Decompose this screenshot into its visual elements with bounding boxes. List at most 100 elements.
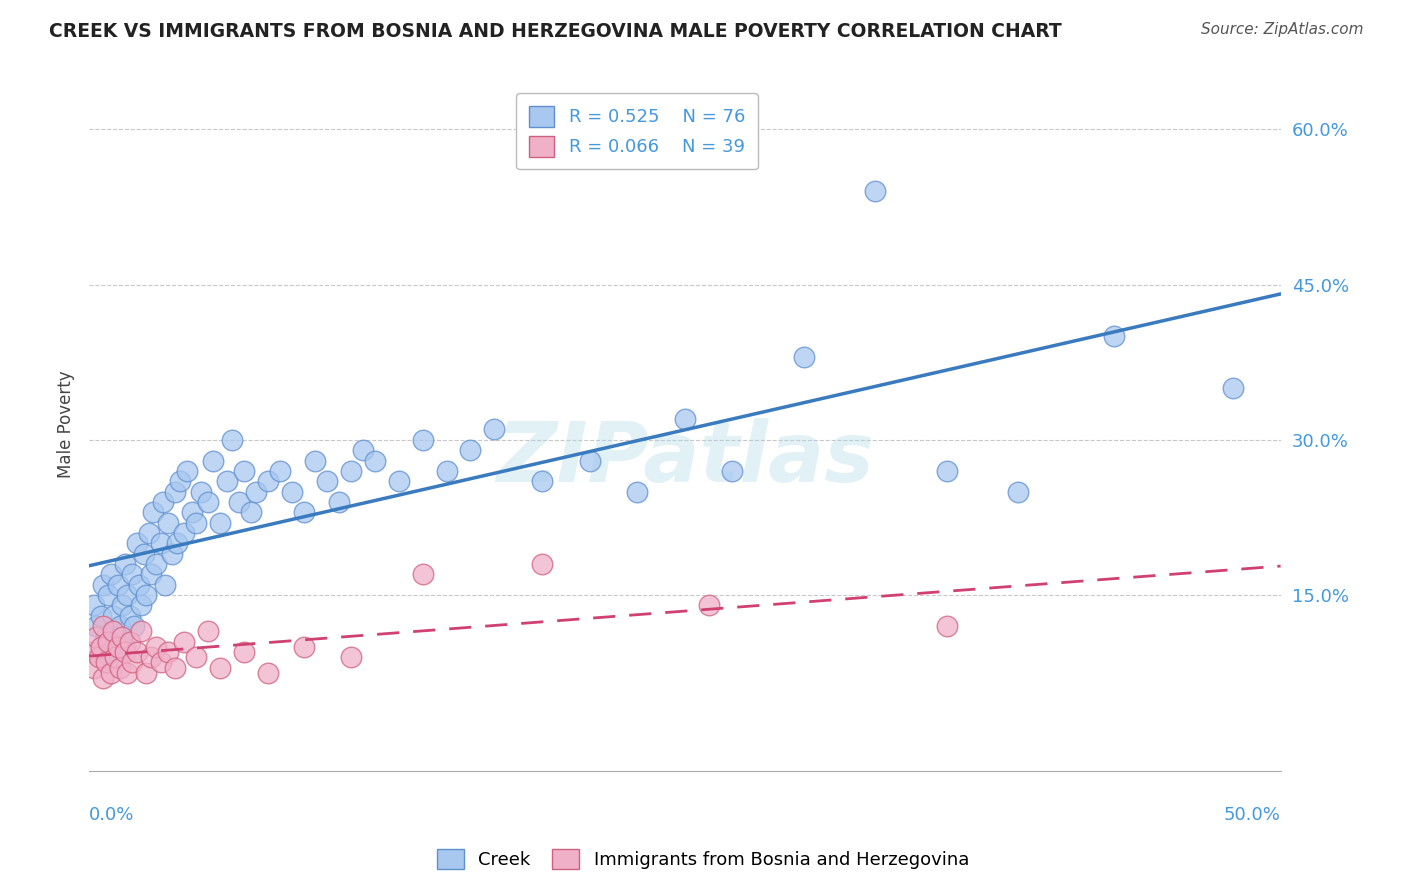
Point bbox=[1222, 381, 1244, 395]
Point bbox=[292, 505, 315, 519]
Point bbox=[156, 516, 179, 530]
Point bbox=[84, 619, 107, 633]
Point bbox=[135, 588, 157, 602]
Point bbox=[145, 557, 167, 571]
Point bbox=[1007, 484, 1029, 499]
Point bbox=[87, 650, 110, 665]
Point bbox=[135, 665, 157, 680]
Point bbox=[169, 475, 191, 489]
Point bbox=[107, 578, 129, 592]
Point bbox=[108, 619, 131, 633]
Point bbox=[173, 526, 195, 541]
Text: ZIPatlas: ZIPatlas bbox=[496, 418, 873, 500]
Point bbox=[240, 505, 263, 519]
Point bbox=[132, 547, 155, 561]
Text: Source: ZipAtlas.com: Source: ZipAtlas.com bbox=[1201, 22, 1364, 37]
Point bbox=[256, 475, 278, 489]
Point bbox=[111, 599, 134, 613]
Point bbox=[292, 640, 315, 654]
Point bbox=[163, 484, 186, 499]
Point bbox=[156, 645, 179, 659]
Point bbox=[697, 599, 720, 613]
Point bbox=[124, 619, 146, 633]
Point bbox=[228, 495, 250, 509]
Point bbox=[142, 505, 165, 519]
Point bbox=[149, 536, 172, 550]
Point bbox=[482, 422, 505, 436]
Point bbox=[793, 350, 815, 364]
Point bbox=[201, 453, 224, 467]
Point bbox=[186, 650, 208, 665]
Point bbox=[328, 495, 350, 509]
Point bbox=[118, 608, 141, 623]
Point bbox=[155, 578, 177, 592]
Point bbox=[131, 624, 153, 639]
Point bbox=[104, 650, 127, 665]
Point bbox=[388, 475, 411, 489]
Point bbox=[108, 660, 131, 674]
Y-axis label: Male Poverty: Male Poverty bbox=[58, 370, 75, 478]
Point bbox=[97, 650, 120, 665]
Point bbox=[139, 567, 162, 582]
Point bbox=[578, 453, 600, 467]
Point bbox=[209, 516, 232, 530]
Point bbox=[100, 665, 122, 680]
Point bbox=[352, 443, 374, 458]
Point bbox=[139, 650, 162, 665]
Point bbox=[111, 630, 134, 644]
Point bbox=[93, 578, 115, 592]
Point bbox=[90, 640, 112, 654]
Point bbox=[128, 578, 150, 592]
Point bbox=[256, 665, 278, 680]
Point bbox=[180, 505, 202, 519]
Point bbox=[163, 660, 186, 674]
Point bbox=[101, 608, 124, 623]
Point bbox=[865, 184, 887, 198]
Legend: Creek, Immigrants from Bosnia and Herzegovina: Creek, Immigrants from Bosnia and Herzeg… bbox=[427, 839, 979, 879]
Point bbox=[80, 645, 103, 659]
Point bbox=[412, 433, 434, 447]
Point bbox=[436, 464, 458, 478]
Point bbox=[101, 624, 124, 639]
Point bbox=[149, 656, 172, 670]
Point bbox=[100, 567, 122, 582]
Point bbox=[114, 640, 136, 654]
Point bbox=[107, 640, 129, 654]
Point bbox=[209, 660, 232, 674]
Point bbox=[121, 567, 143, 582]
Point bbox=[197, 495, 219, 509]
Point bbox=[316, 475, 339, 489]
Point bbox=[152, 495, 174, 509]
Point bbox=[115, 588, 138, 602]
Point bbox=[340, 650, 363, 665]
Point bbox=[721, 464, 744, 478]
Point bbox=[304, 453, 326, 467]
Point bbox=[626, 484, 648, 499]
Point bbox=[90, 608, 112, 623]
Point bbox=[936, 619, 959, 633]
Point bbox=[125, 536, 148, 550]
Legend: R = 0.525    N = 76, R = 0.066    N = 39: R = 0.525 N = 76, R = 0.066 N = 39 bbox=[516, 94, 758, 169]
Point bbox=[460, 443, 482, 458]
Point bbox=[138, 526, 160, 541]
Point bbox=[1102, 329, 1125, 343]
Point bbox=[114, 645, 136, 659]
Text: CREEK VS IMMIGRANTS FROM BOSNIA AND HERZEGOVINA MALE POVERTY CORRELATION CHART: CREEK VS IMMIGRANTS FROM BOSNIA AND HERZ… bbox=[49, 22, 1062, 41]
Point bbox=[166, 536, 188, 550]
Point bbox=[125, 645, 148, 659]
Point bbox=[186, 516, 208, 530]
Text: 0.0%: 0.0% bbox=[89, 805, 135, 824]
Point bbox=[83, 660, 105, 674]
Point bbox=[118, 634, 141, 648]
Point bbox=[530, 557, 553, 571]
Point bbox=[364, 453, 387, 467]
Point bbox=[233, 645, 256, 659]
Point bbox=[97, 588, 120, 602]
Point bbox=[221, 433, 243, 447]
Point bbox=[197, 624, 219, 639]
Point bbox=[269, 464, 291, 478]
Point bbox=[93, 671, 115, 685]
Point bbox=[94, 656, 117, 670]
Point bbox=[114, 557, 136, 571]
Point bbox=[233, 464, 256, 478]
